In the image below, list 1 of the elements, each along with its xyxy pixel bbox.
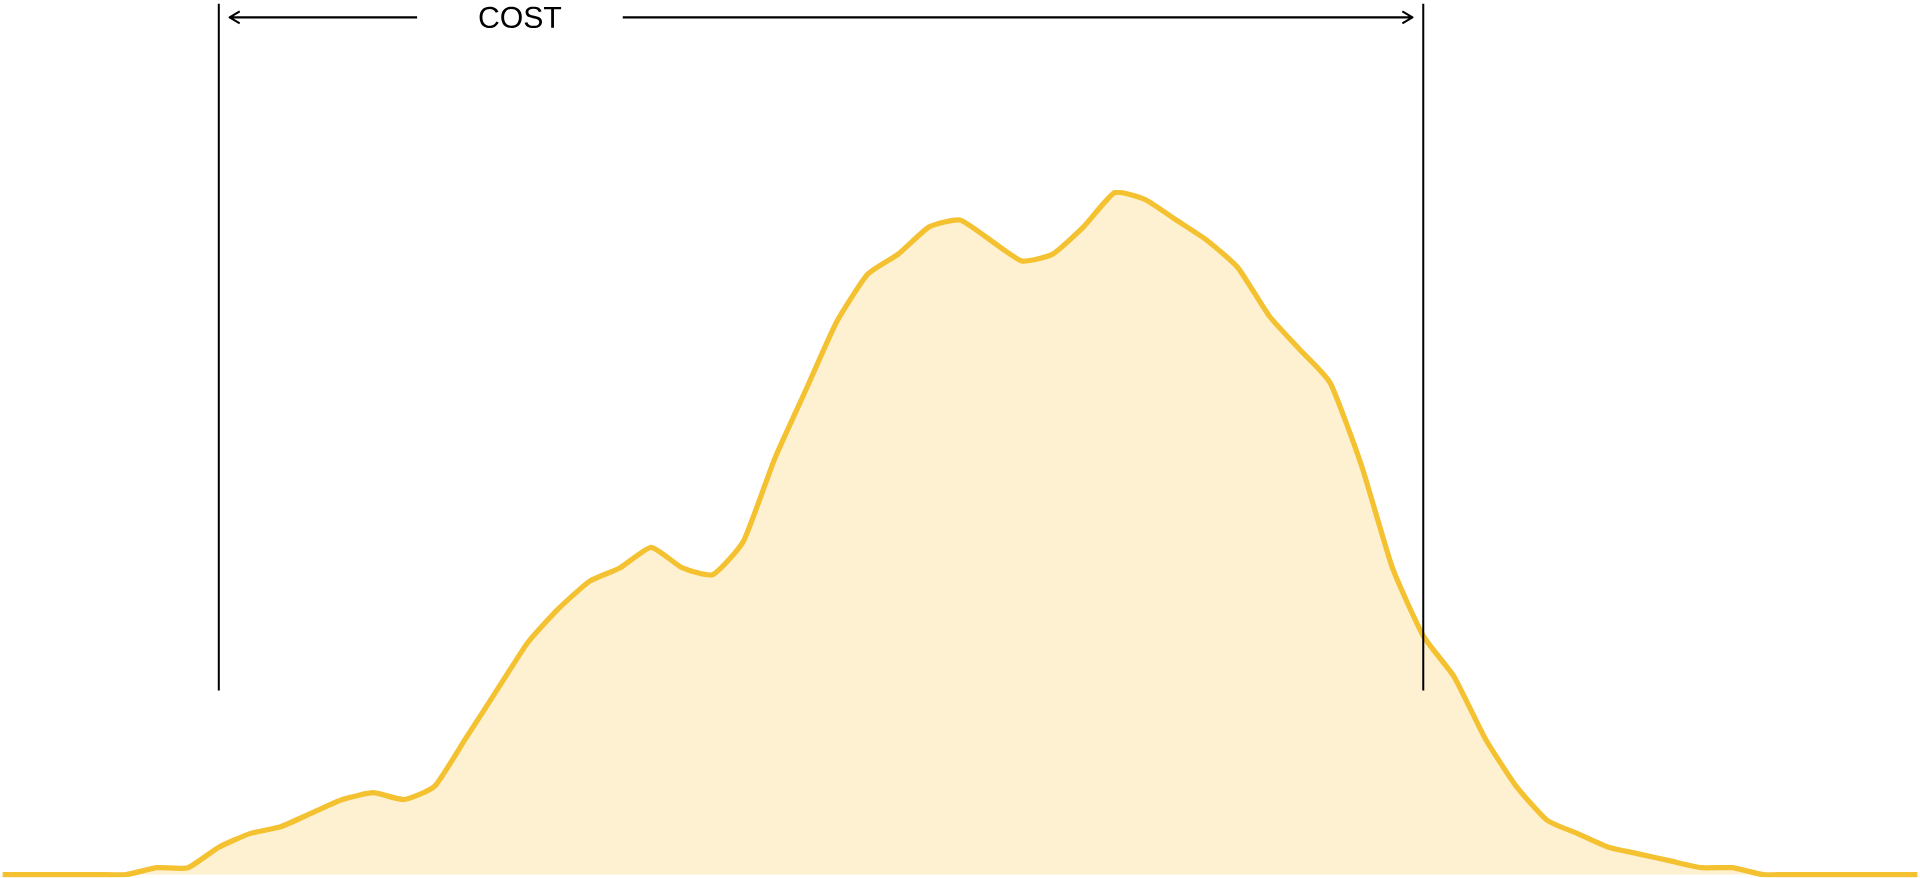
text: COST: [479, 6, 562, 29]
